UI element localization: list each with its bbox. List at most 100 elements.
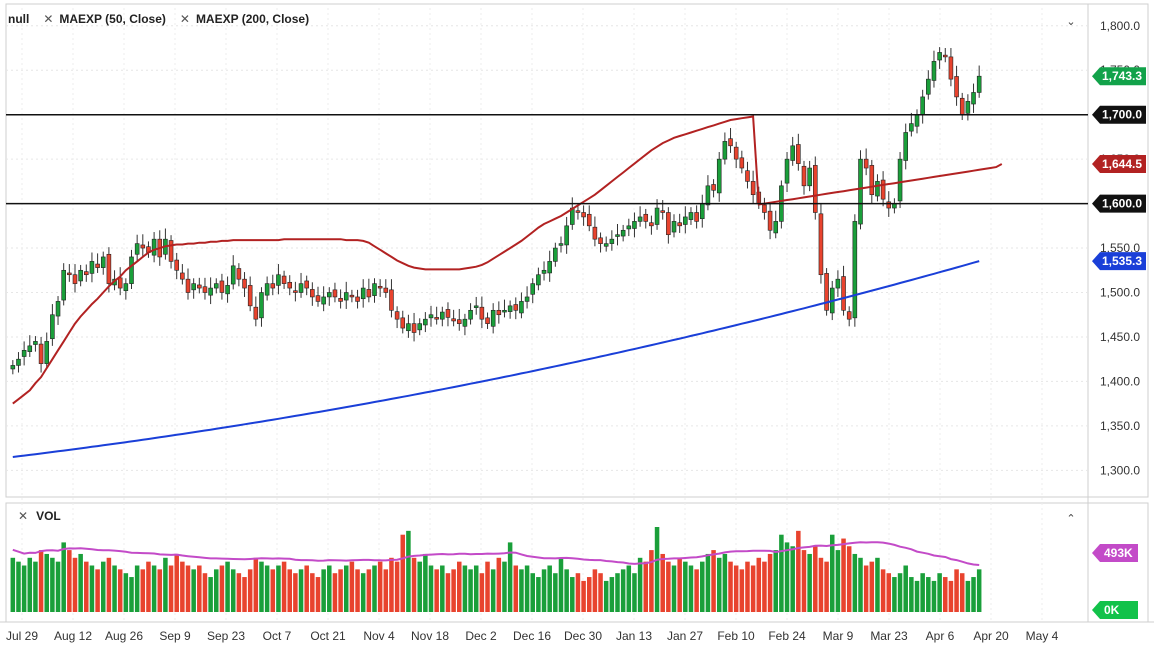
volume-bar (892, 577, 897, 612)
candle-body (106, 253, 112, 284)
candle-body (716, 158, 722, 194)
x-tick-label: Nov 18 (411, 629, 449, 643)
candle-body (349, 294, 355, 298)
volume-bar (626, 565, 632, 612)
volume-bar (733, 565, 739, 612)
candle-body (592, 226, 598, 240)
ma200-line (12, 260, 980, 458)
volume-bar (366, 569, 372, 612)
x-tick-label: May 4 (1026, 629, 1059, 643)
candle-body (321, 296, 326, 305)
volume-bar (513, 565, 519, 612)
volume-bar (134, 565, 140, 612)
volume-bar (55, 561, 61, 612)
volume-bar (643, 561, 649, 612)
volume-bar (434, 569, 439, 612)
candle-body (236, 268, 242, 280)
candle-body (920, 96, 925, 115)
volume-bar (225, 561, 230, 612)
candle-body (558, 243, 564, 246)
y-tick-label: 1,300.0 (1100, 463, 1140, 477)
volume-bar (140, 569, 146, 612)
remove-ma50-icon[interactable]: ✕ (43, 12, 54, 26)
collapse-volume-pane-button[interactable]: ⌃ (1062, 509, 1080, 527)
volume-bar (151, 565, 157, 612)
candle-body (44, 341, 50, 364)
x-tick-label: Mar 9 (823, 629, 854, 643)
volume-bar (10, 557, 16, 612)
volume-bar (965, 580, 971, 612)
candle-body (202, 286, 208, 293)
volume-bar (383, 569, 389, 612)
volume-bar (78, 553, 83, 612)
volume-bar (519, 569, 524, 612)
candle-body (259, 292, 264, 319)
volume-bar (33, 561, 38, 612)
ma50-line (12, 115, 1003, 405)
volume-bar (72, 557, 78, 612)
candle-body (835, 278, 841, 289)
volume-bar (394, 561, 400, 612)
volume-bar (570, 577, 575, 612)
candle-body (225, 285, 230, 295)
volume-bar (157, 569, 163, 612)
chevron-down-icon: ⌄ (1066, 15, 1076, 28)
volume-bar (790, 546, 795, 612)
legend-symbol[interactable]: null (8, 12, 29, 26)
volume-bar (931, 580, 937, 612)
volume-bar (553, 573, 558, 612)
volume-bar (293, 573, 298, 612)
volume-bar (417, 561, 422, 612)
volume-bar (784, 542, 790, 612)
candle-body (660, 210, 665, 213)
x-tick-label: Jul 29 (6, 629, 38, 643)
legend-ma200[interactable]: ✕ MAEXP (200, Close) (180, 12, 309, 26)
x-tick-label: Oct 7 (263, 629, 292, 643)
volume-bar (191, 569, 196, 612)
volume-bar (846, 546, 852, 612)
candle-body (796, 144, 801, 164)
candle-body (78, 269, 83, 282)
collapse-price-pane-button[interactable]: ⌄ (1062, 12, 1080, 30)
volume-bar (163, 557, 168, 612)
candle-body (813, 165, 818, 213)
x-tick-label: Feb 24 (768, 629, 806, 643)
legend-ma50[interactable]: ✕ MAEXP (50, Close) (43, 12, 166, 26)
candle-body (213, 283, 219, 289)
volume-bar (117, 569, 123, 612)
volume-bar (485, 561, 490, 612)
volume-bar (185, 565, 191, 612)
candle-body (389, 289, 394, 311)
volume-bar (603, 580, 609, 612)
volume-badge-label: 0K (1104, 603, 1120, 617)
volume-bar (581, 580, 586, 612)
volume-bar (801, 550, 807, 612)
candle-body (327, 292, 332, 298)
price-badge (1092, 105, 1146, 124)
candle-body (903, 132, 908, 161)
remove-ma200-icon[interactable]: ✕ (179, 12, 190, 26)
candle-body (886, 201, 892, 209)
price-badge-label: 1,743.3 (1102, 69, 1142, 83)
volume-bar (473, 565, 479, 612)
candle-body (615, 234, 620, 237)
volume-bar (61, 542, 66, 612)
volume-bar (694, 569, 699, 612)
volume-bar (457, 561, 462, 612)
volume-bar (343, 565, 349, 612)
remove-volume-icon[interactable]: ✕ (18, 509, 29, 523)
candle-body (971, 92, 976, 105)
x-tick-label: Dec 16 (513, 629, 551, 643)
volume-bar (937, 573, 942, 612)
candle-body (16, 358, 21, 366)
candle-body (479, 306, 485, 320)
volume-bar (897, 573, 903, 612)
candle-body (27, 345, 33, 352)
candle-body (541, 269, 547, 274)
x-tick-label: Sep 23 (207, 629, 245, 643)
candle-body (315, 295, 321, 302)
volume-bar (100, 561, 106, 612)
candle-body (168, 240, 174, 262)
volume-bar (236, 573, 242, 612)
